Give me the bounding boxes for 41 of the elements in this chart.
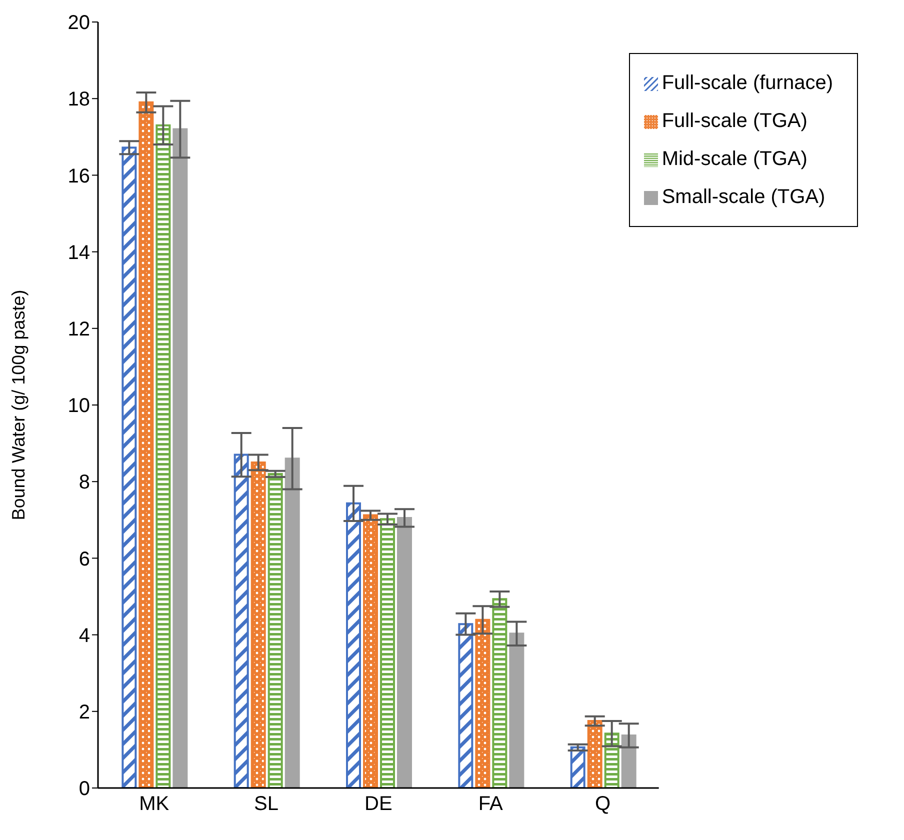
bar	[363, 514, 378, 788]
bar	[458, 623, 474, 788]
bar	[475, 618, 490, 788]
bar	[138, 101, 154, 788]
legend-label: Mid-scale (TGA)	[662, 148, 808, 170]
bar	[587, 720, 602, 788]
x-tick-label: SL	[254, 793, 278, 816]
bar	[156, 124, 171, 788]
y-tick-label: 0	[78, 778, 90, 800]
y-axis-title: Bound Water (g/ 100g paste)	[8, 290, 28, 520]
x-tick-label: FA	[478, 793, 504, 816]
y-tick-label: 2	[78, 702, 90, 724]
bar	[570, 746, 586, 788]
bar	[492, 598, 508, 788]
y-tick-label: 12	[68, 318, 90, 340]
bar	[250, 461, 266, 788]
y-tick-label: 4	[78, 624, 90, 647]
x-tick-label: DE	[364, 793, 392, 816]
legend-label: Small-scale (TGA)	[662, 186, 826, 208]
y-tick-label: 6	[78, 548, 90, 570]
y-tick-label: 14	[68, 242, 90, 264]
legend-label: Full-scale (furnace)	[662, 72, 833, 94]
bar	[234, 454, 249, 788]
y-tick-label: 20	[68, 12, 90, 34]
x-tick-label: Q	[594, 793, 611, 816]
legend-label: Full-scale (TGA)	[662, 110, 808, 132]
bar	[621, 734, 636, 788]
bar	[397, 516, 412, 788]
bar	[346, 502, 362, 788]
bar	[122, 146, 137, 788]
x-tick-label: MK	[139, 793, 170, 816]
bar	[604, 732, 620, 788]
bar	[268, 472, 283, 788]
bar	[509, 632, 524, 788]
y-tick-label: 8	[78, 472, 90, 494]
bar	[380, 518, 396, 788]
bar	[284, 458, 300, 788]
y-tick-label: 18	[68, 88, 90, 111]
y-tick-label: 10	[68, 395, 90, 418]
bar	[172, 128, 188, 788]
y-tick-label: 16	[68, 165, 90, 188]
